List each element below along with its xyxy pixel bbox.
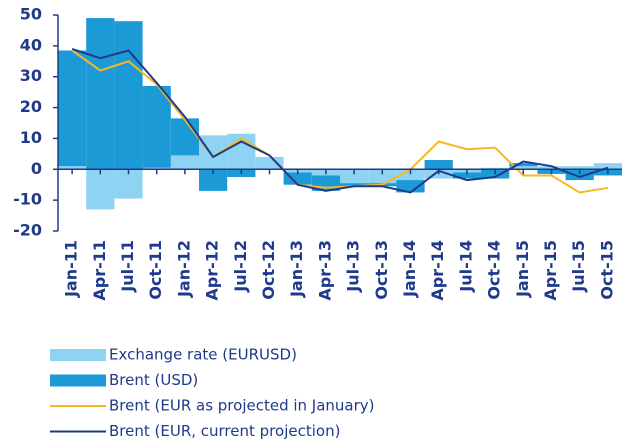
x-tick-label: Jul-11 [118,240,137,293]
bar [114,21,143,170]
legend-label: Brent (EUR as projected in January) [109,397,375,415]
bar [396,180,425,193]
x-tick-label: Apr-13 [315,240,334,301]
x-tick-label: Apr-11 [90,240,109,301]
y-tick-label: 20 [20,97,42,116]
x-tick-label: Jul-13 [344,240,363,293]
x-tick-label: Oct-13 [372,240,391,300]
bar [396,169,425,181]
bar [58,166,87,170]
bar [283,172,312,185]
bar [227,133,256,170]
y-tick-label: 40 [20,35,42,54]
bar [86,169,115,210]
x-tick-label: Apr-12 [203,240,222,301]
line [71,47,609,194]
y-tick-label: 30 [20,66,42,85]
bar [424,160,453,170]
x-tick-label: Oct-12 [259,240,278,300]
bar [368,169,397,184]
legend-swatch [50,349,106,361]
x-tick-label: Apr-14 [428,240,447,301]
legend-label: Exchange rate (EURUSD) [109,346,297,364]
bar [509,163,538,167]
bar [452,172,481,179]
x-tick-label: Jan-11 [62,240,81,298]
bar [481,167,510,170]
y-tick-label: -20 [13,221,42,240]
bar [58,50,87,167]
x-tick-label: Oct-11 [146,240,165,300]
y-tick-label: 50 [20,5,42,24]
legend-label: Brent (USD) [109,371,198,389]
bar [537,166,566,170]
bar [199,169,228,191]
x-tick-label: Jan-14 [400,240,419,298]
bar [565,166,594,170]
x-tick-label: Oct-14 [485,240,504,300]
x-tick-label: Jul-12 [231,240,250,293]
y-tick-label: -10 [13,190,42,209]
bar [142,85,171,168]
x-tick-label: Jul-14 [456,240,475,293]
y-tick-label: 0 [31,159,42,178]
legend-label: Brent (EUR, current projection) [109,422,340,440]
y-tick-label: 10 [20,128,42,147]
x-tick-label: Jul-15 [569,240,588,293]
bar [170,118,199,156]
legend-swatch [50,374,106,387]
bar [340,183,369,187]
bar [86,18,115,170]
x-tick-label: Oct-15 [597,240,616,300]
bar [170,155,199,170]
bar [509,166,538,170]
bar [142,167,171,170]
line [71,49,609,194]
bar [255,156,284,170]
bar [593,163,622,170]
bar [565,169,594,181]
x-tick-label: Jan-13 [287,240,306,298]
x-tick-label: Jan-15 [513,240,532,298]
x-tick-label: Jan-12 [174,240,193,298]
x-tick-label: Apr-15 [541,240,560,301]
bar [340,169,369,184]
